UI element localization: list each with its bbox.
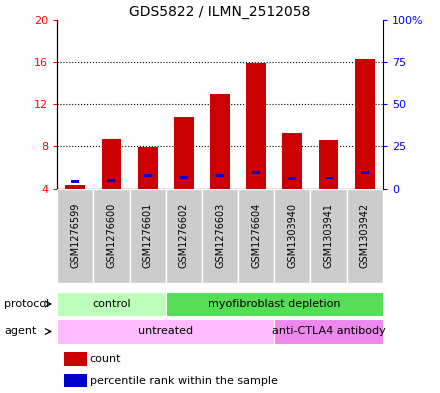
Text: GSM1303941: GSM1303941	[323, 203, 334, 268]
Text: anti-CTLA4 antibody: anti-CTLA4 antibody	[271, 327, 385, 336]
Bar	[138, 147, 158, 189]
Bar	[102, 139, 121, 189]
Bar	[57, 319, 274, 344]
Bar	[57, 292, 166, 316]
Text: GSM1276603: GSM1276603	[215, 203, 225, 268]
Bar	[202, 189, 238, 283]
Bar	[238, 189, 274, 283]
Title: GDS5822 / ILMN_2512058: GDS5822 / ILMN_2512058	[129, 5, 311, 18]
Bar	[66, 185, 85, 189]
Text: agent: agent	[4, 327, 37, 336]
Bar	[129, 189, 166, 283]
Text: control: control	[92, 299, 131, 309]
Text: myofibroblast depletion: myofibroblast depletion	[208, 299, 341, 309]
Text: percentile rank within the sample: percentile rank within the sample	[90, 376, 278, 386]
Bar	[355, 59, 375, 189]
Bar	[274, 319, 383, 344]
Text: count: count	[90, 354, 121, 364]
Bar	[166, 292, 383, 316]
Bar	[57, 189, 93, 283]
Bar	[216, 174, 224, 177]
Bar	[210, 94, 230, 189]
Text: GSM1303942: GSM1303942	[360, 203, 370, 268]
Text: GSM1276600: GSM1276600	[106, 203, 117, 268]
Bar	[144, 174, 152, 177]
Bar	[311, 189, 347, 283]
Bar	[347, 189, 383, 283]
Bar	[64, 353, 87, 365]
Bar	[288, 177, 296, 180]
Text: untreated: untreated	[138, 327, 193, 336]
Text: GSM1303940: GSM1303940	[287, 203, 297, 268]
Bar	[174, 117, 194, 189]
Bar	[107, 179, 115, 182]
Bar	[93, 189, 129, 283]
Text: GSM1276602: GSM1276602	[179, 203, 189, 268]
Bar	[274, 189, 311, 283]
Bar	[166, 189, 202, 283]
Bar	[64, 374, 87, 387]
Bar	[71, 180, 79, 182]
Text: GSM1276601: GSM1276601	[143, 203, 153, 268]
Bar	[319, 140, 338, 189]
Bar	[361, 171, 369, 174]
Text: protocol: protocol	[4, 299, 50, 309]
Bar	[246, 63, 266, 189]
Text: GSM1276599: GSM1276599	[70, 203, 80, 268]
Text: GSM1276604: GSM1276604	[251, 203, 261, 268]
Bar	[180, 176, 188, 179]
Bar	[325, 176, 333, 180]
Bar	[252, 171, 260, 174]
Bar	[282, 133, 302, 189]
